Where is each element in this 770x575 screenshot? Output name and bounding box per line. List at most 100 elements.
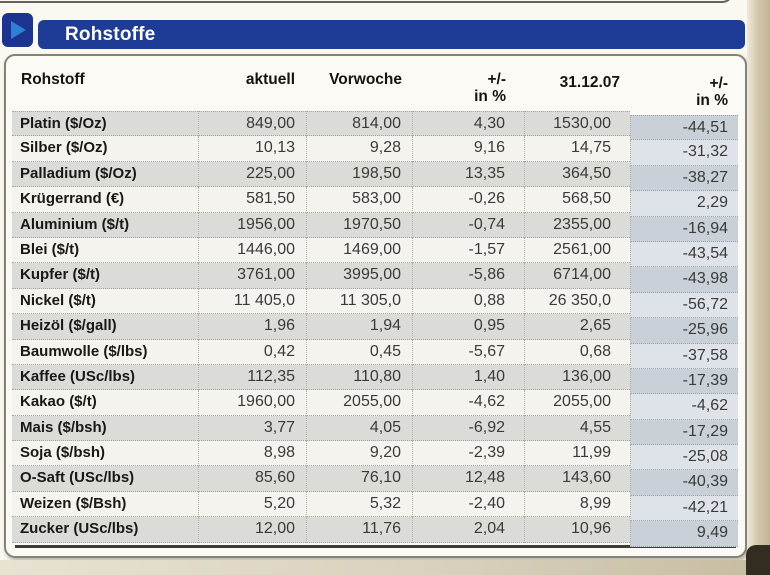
value-vorwoche: 11,76: [306, 517, 412, 543]
value-31-12-07: 136,00: [524, 364, 630, 391]
value-31-12-07: 26 350,0: [524, 288, 630, 315]
scan-corner-shadow: [746, 545, 770, 575]
col-header-vorwoche: Vorwoche: [329, 71, 402, 88]
value-change-ytd: -25,96: [630, 318, 738, 344]
col-header-change-week-line1: +/-: [487, 71, 506, 88]
section-title: Rohstoffe: [65, 24, 156, 45]
value-change-week: -0,26: [412, 187, 524, 213]
value-change-ytd: -17,29: [630, 419, 738, 446]
commodity-name: O-Saft (USc/lbs): [12, 466, 198, 492]
value-vorwoche: 1970,50: [306, 212, 412, 238]
value-change-week: 1,40: [412, 364, 524, 391]
value-change-week: -5,86: [412, 263, 524, 289]
value-31-12-07: 6714,00: [524, 263, 630, 289]
value-change-ytd: -4,62: [630, 394, 738, 420]
value-aktuell: 1956,00: [198, 212, 306, 238]
value-aktuell: 225,00: [198, 161, 306, 188]
value-change-week: -0,74: [412, 212, 524, 238]
col-header-aktuell: aktuell: [245, 71, 295, 88]
commodity-name: Palladium ($/Oz): [12, 161, 198, 188]
value-change-week: -1,57: [412, 237, 524, 264]
value-aktuell: 1960,00: [198, 390, 306, 416]
value-change-ytd: -44,51: [630, 115, 738, 141]
table-header-row: Rohstoff aktuell Vorwoche +/- in % 31.12…: [12, 58, 739, 111]
table-row: Mais ($/bsh) 3,77 4,05 -6,92 4,55 -17,29: [12, 415, 739, 446]
value-change-week: 13,35: [412, 161, 524, 188]
value-aktuell: 581,50: [198, 187, 306, 213]
value-change-week: 0,95: [412, 314, 524, 340]
value-31-12-07: 364,50: [524, 161, 630, 188]
value-change-week: 4,30: [412, 111, 524, 137]
col-header-change-ytd-line2: in %: [696, 92, 728, 109]
value-change-ytd: 2,29: [630, 191, 738, 217]
table-row: Palladium ($/Oz) 225,00 198,50 13,35 364,50-…: [12, 161, 739, 192]
value-vorwoche: 1469,00: [306, 237, 412, 264]
col-header-change-week-line2: in %: [474, 88, 506, 105]
table-row: Nickel ($/t) 11 405,0 11 305,0 0,88 26 350,0…: [12, 288, 739, 319]
value-31-12-07: 568,50: [524, 187, 630, 213]
value-aktuell: 8,98: [198, 441, 306, 467]
value-change-ytd: -37,58: [630, 343, 738, 369]
table-row: Aluminium ($/t) 1956,00 1970,50 -0,74 2355,0…: [12, 212, 739, 242]
play-icon: [11, 21, 26, 39]
commodity-name: Heizöl ($/gall): [12, 314, 198, 340]
value-change-ytd: -56,72: [630, 292, 738, 319]
value-vorwoche: 583,00: [306, 187, 412, 213]
value-change-ytd: -42,21: [630, 495, 738, 522]
value-31-12-07: 1530,00: [524, 111, 630, 137]
value-aktuell: 10,13: [198, 136, 306, 162]
table-row: Zucker (USc/lbs) 12,00 11,76 2,04 10,96 9,49: [12, 517, 739, 547]
commodity-name: Aluminium ($/t): [12, 212, 198, 238]
value-aktuell: 5,20: [198, 491, 306, 518]
value-vorwoche: 3995,00: [306, 263, 412, 289]
value-change-ytd: -25,08: [630, 445, 738, 471]
table-row: Baumwolle ($/lbs) 0,42 0,45 -5,67 0,68 -37,58: [12, 339, 739, 369]
value-aktuell: 0,42: [198, 339, 306, 365]
value-aktuell: 3761,00: [198, 263, 306, 289]
scan-edge-bottom: [0, 560, 770, 575]
value-vorwoche: 76,10: [306, 466, 412, 492]
value-change-ytd: -43,98: [630, 267, 738, 293]
commodity-name: Platin ($/Oz): [12, 111, 198, 137]
value-vorwoche: 9,20: [306, 441, 412, 467]
value-vorwoche: 11 305,0: [306, 288, 412, 315]
value-aktuell: 112,35: [198, 364, 306, 391]
value-aktuell: 3,77: [198, 415, 306, 442]
value-change-week: -5,67: [412, 339, 524, 365]
table-row: Weizen ($/Bsh) 5,20 5,32 -2,40 8,99 -42,21: [12, 491, 739, 522]
value-31-12-07: 2355,00: [524, 212, 630, 238]
value-change-week: -4,62: [412, 390, 524, 416]
value-aktuell: 85,60: [198, 466, 306, 492]
table-body: Platin ($/Oz) 849,00 814,00 4,30 1530,00 -44,…: [12, 111, 739, 547]
table-row: Soja ($/bsh) 8,98 9,20 -2,39 11,99 -25,08: [12, 441, 739, 471]
value-vorwoche: 198,50: [306, 161, 412, 188]
col-header-change-week: +/- in %: [412, 58, 524, 111]
value-vorwoche: 0,45: [306, 339, 412, 365]
value-aktuell: 849,00: [198, 111, 306, 137]
value-change-ytd: -16,94: [630, 216, 738, 242]
commodity-name: Weizen ($/Bsh): [12, 491, 198, 518]
col-header-rohstoff: Rohstoff: [21, 71, 85, 88]
table-row: Platin ($/Oz) 849,00 814,00 4,30 1530,00 -44,…: [12, 111, 739, 141]
value-change-ytd: -31,32: [630, 140, 738, 166]
previous-panel-edge: [0, 0, 734, 3]
value-vorwoche: 4,05: [306, 415, 412, 442]
value-31-12-07: 10,96: [524, 517, 630, 543]
value-change-ytd: -38,27: [630, 165, 738, 192]
value-change-week: -6,92: [412, 415, 524, 442]
value-31-12-07: 2,65: [524, 314, 630, 340]
value-aktuell: 1446,00: [198, 237, 306, 264]
value-change-week: 9,16: [412, 136, 524, 162]
value-change-ytd: -40,39: [630, 470, 738, 496]
col-header-change-ytd-line1: +/-: [709, 75, 728, 92]
commodity-name: Zucker (USc/lbs): [12, 517, 198, 543]
table-row: Blei ($/t) 1446,00 1469,00 -1,57 2561,00 -43,…: [12, 237, 739, 268]
value-change-week: -2,39: [412, 441, 524, 467]
commodity-name: Kakao ($/t): [12, 390, 198, 416]
commodity-name: Soja ($/bsh): [12, 441, 198, 467]
value-31-12-07: 11,99: [524, 441, 630, 467]
value-31-12-07: 4,55: [524, 415, 630, 442]
scan-edge-right: [747, 0, 770, 575]
table-bottom-rule: [15, 544, 736, 548]
